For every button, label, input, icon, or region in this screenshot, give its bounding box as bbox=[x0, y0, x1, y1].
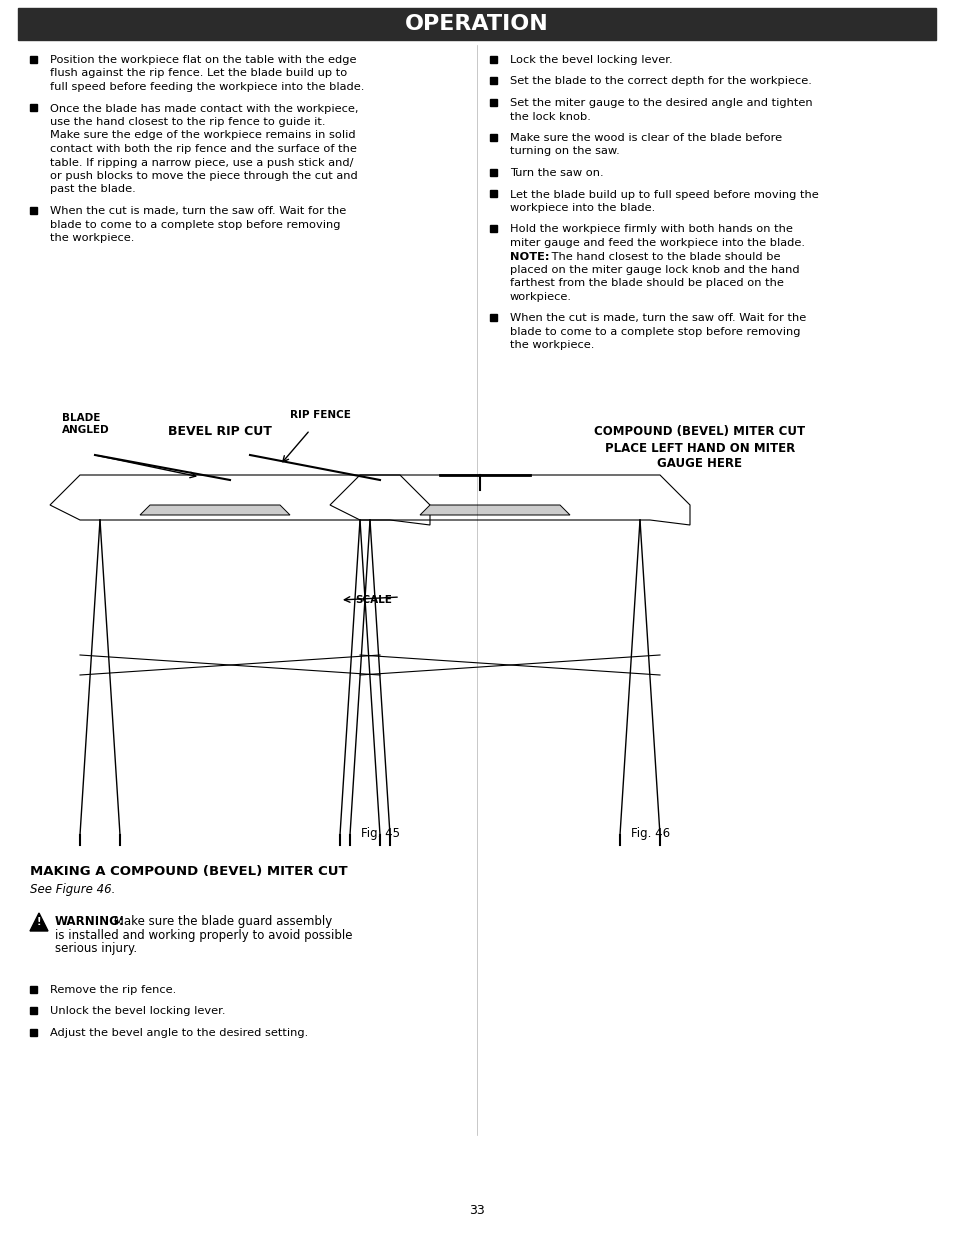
Bar bbox=[30, 104, 37, 111]
Text: farthest from the blade should be placed on the: farthest from the blade should be placed… bbox=[510, 279, 783, 289]
Text: the workpiece.: the workpiece. bbox=[510, 341, 594, 351]
Text: use the hand closest to the rip fence to guide it.: use the hand closest to the rip fence to… bbox=[50, 117, 325, 127]
Bar bbox=[490, 314, 497, 321]
Text: Hold the workpiece firmly with both hands on the: Hold the workpiece firmly with both hand… bbox=[510, 225, 792, 235]
Text: turning on the saw.: turning on the saw. bbox=[510, 147, 619, 157]
Bar bbox=[18, 7, 935, 40]
Text: past the blade.: past the blade. bbox=[50, 184, 135, 194]
Text: full speed before feeding the workpiece into the blade.: full speed before feeding the workpiece … bbox=[50, 82, 364, 91]
Text: Make sure the blade guard assembly: Make sure the blade guard assembly bbox=[110, 915, 332, 927]
Text: Lock the bevel locking lever.: Lock the bevel locking lever. bbox=[510, 56, 672, 65]
Text: MAKING A COMPOUND (BEVEL) MITER CUT: MAKING A COMPOUND (BEVEL) MITER CUT bbox=[30, 864, 347, 878]
Text: The hand closest to the blade should be: The hand closest to the blade should be bbox=[547, 252, 780, 262]
Bar bbox=[30, 986, 37, 993]
Text: Make sure the wood is clear of the blade before: Make sure the wood is clear of the blade… bbox=[510, 133, 781, 143]
Bar bbox=[490, 133, 497, 141]
Bar bbox=[30, 206, 37, 214]
Text: PLACE LEFT HAND ON MITER
GAUGE HERE: PLACE LEFT HAND ON MITER GAUGE HERE bbox=[604, 442, 794, 471]
Text: Position the workpiece flat on the table with the edge: Position the workpiece flat on the table… bbox=[50, 56, 356, 65]
Text: placed on the miter gauge lock knob and the hand: placed on the miter gauge lock knob and … bbox=[510, 266, 799, 275]
Bar bbox=[490, 99, 497, 105]
Text: Fig. 45: Fig. 45 bbox=[360, 827, 399, 840]
Text: table. If ripping a narrow piece, use a push stick and/: table. If ripping a narrow piece, use a … bbox=[50, 158, 354, 168]
Text: Once the blade has made contact with the workpiece,: Once the blade has made contact with the… bbox=[50, 104, 358, 114]
Bar bbox=[490, 225, 497, 232]
Polygon shape bbox=[140, 505, 290, 515]
Text: miter gauge and feed the workpiece into the blade.: miter gauge and feed the workpiece into … bbox=[510, 238, 804, 248]
Text: RIP FENCE: RIP FENCE bbox=[290, 410, 351, 420]
Bar bbox=[490, 168, 497, 175]
Text: WARNING:: WARNING: bbox=[55, 915, 125, 927]
Text: is installed and working properly to avoid possible: is installed and working properly to avo… bbox=[55, 929, 352, 941]
Text: See Figure 46.: See Figure 46. bbox=[30, 883, 115, 897]
Text: OPERATION: OPERATION bbox=[405, 14, 548, 35]
Text: SCALE: SCALE bbox=[355, 595, 392, 605]
Text: blade to come to a complete stop before removing: blade to come to a complete stop before … bbox=[50, 220, 340, 230]
Text: Set the miter gauge to the desired angle and tighten: Set the miter gauge to the desired angle… bbox=[510, 98, 812, 107]
Text: Unlock the bevel locking lever.: Unlock the bevel locking lever. bbox=[50, 1007, 225, 1016]
Text: the lock knob.: the lock knob. bbox=[510, 111, 590, 121]
Bar bbox=[30, 1029, 37, 1035]
Text: the workpiece.: the workpiece. bbox=[50, 233, 134, 243]
Text: 33: 33 bbox=[469, 1204, 484, 1216]
Text: serious injury.: serious injury. bbox=[55, 942, 137, 955]
Text: flush against the rip fence. Let the blade build up to: flush against the rip fence. Let the bla… bbox=[50, 68, 347, 79]
Text: Set the blade to the correct depth for the workpiece.: Set the blade to the correct depth for t… bbox=[510, 77, 811, 86]
Text: contact with both the rip fence and the surface of the: contact with both the rip fence and the … bbox=[50, 144, 356, 154]
Text: Turn the saw on.: Turn the saw on. bbox=[510, 168, 603, 178]
Polygon shape bbox=[30, 913, 48, 931]
Text: NOTE:: NOTE: bbox=[510, 252, 549, 262]
Text: When the cut is made, turn the saw off. Wait for the: When the cut is made, turn the saw off. … bbox=[510, 314, 805, 324]
Bar bbox=[490, 190, 497, 198]
Text: !: ! bbox=[37, 918, 41, 927]
Polygon shape bbox=[419, 505, 569, 515]
Text: COMPOUND (BEVEL) MITER CUT: COMPOUND (BEVEL) MITER CUT bbox=[594, 425, 804, 438]
Text: Fig. 46: Fig. 46 bbox=[630, 827, 669, 840]
Bar bbox=[30, 56, 37, 63]
Text: workpiece into the blade.: workpiece into the blade. bbox=[510, 203, 655, 212]
Text: Adjust the bevel angle to the desired setting.: Adjust the bevel angle to the desired se… bbox=[50, 1028, 308, 1037]
Text: When the cut is made, turn the saw off. Wait for the: When the cut is made, turn the saw off. … bbox=[50, 206, 346, 216]
Text: Let the blade build up to full speed before moving the: Let the blade build up to full speed bef… bbox=[510, 189, 818, 200]
Text: Remove the rip fence.: Remove the rip fence. bbox=[50, 986, 176, 995]
Text: Make sure the edge of the workpiece remains in solid: Make sure the edge of the workpiece rema… bbox=[50, 131, 355, 141]
Bar bbox=[490, 77, 497, 84]
Text: BEVEL RIP CUT: BEVEL RIP CUT bbox=[168, 425, 272, 438]
Bar bbox=[490, 56, 497, 63]
Text: blade to come to a complete stop before removing: blade to come to a complete stop before … bbox=[510, 327, 800, 337]
Text: workpiece.: workpiece. bbox=[510, 291, 572, 303]
Text: BLADE
ANGLED: BLADE ANGLED bbox=[62, 414, 110, 435]
Text: or push blocks to move the piece through the cut and: or push blocks to move the piece through… bbox=[50, 170, 357, 182]
Bar bbox=[30, 1007, 37, 1014]
